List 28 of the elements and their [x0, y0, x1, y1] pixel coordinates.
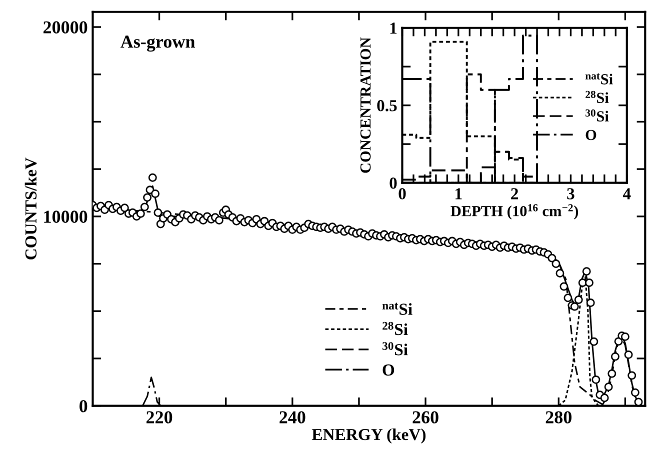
y-tick-label: 0.5: [377, 100, 397, 112]
legend-label: $^{28}$Si: [586, 90, 609, 103]
x-tick-label: 0: [398, 188, 406, 200]
x-tick-label: 2: [511, 188, 518, 200]
x-tick-label: 260: [412, 411, 438, 424]
legend-label: $^{nat}$Si: [585, 73, 613, 84]
x-tick-label: 4: [622, 188, 631, 200]
legend-label: O: [586, 130, 596, 140]
legend-label: $^{nat}$Si: [382, 302, 412, 315]
y-tick-label: 10000: [44, 210, 88, 223]
x-axis-title: DEPTH (10$^{16}$ cm$^{−2}$): [450, 204, 578, 220]
y-tick-label: 1: [390, 22, 397, 34]
legend-label: O: [382, 364, 394, 376]
legend-label: $^{30}$Si: [586, 109, 609, 122]
y-axis-title: CONCENTRATION: [360, 37, 371, 173]
y-tick-label: 0: [390, 178, 397, 189]
x-tick-label: 1: [456, 188, 462, 200]
x-tick-label: 3: [567, 188, 574, 200]
y-tick-label: 0: [80, 400, 88, 412]
y-tick-label: 20000: [43, 21, 88, 34]
y-axis-title: COUNTS/keV: [24, 158, 37, 260]
x-tick-label: 280: [546, 411, 572, 424]
legend-label: $^{28}$Si: [382, 322, 408, 336]
legend-label: $^{30}$Si: [382, 342, 408, 356]
annotation: As-grown: [120, 36, 195, 52]
x-tick-label: 220: [146, 411, 172, 424]
x-tick-label: 240: [280, 411, 306, 424]
x-axis-title: ENERGY (keV): [312, 428, 426, 444]
